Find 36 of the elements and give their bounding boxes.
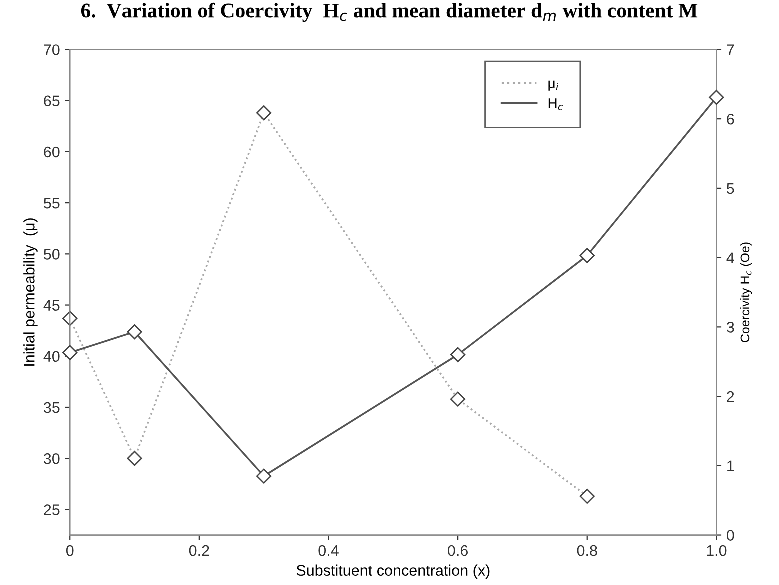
y-tick-label: 30 bbox=[44, 453, 60, 464]
point bbox=[127, 324, 142, 340]
y-tick-label: 60 bbox=[44, 146, 60, 158]
y2-tick-label: 6 bbox=[727, 114, 734, 125]
chart-title: 6. Variation of Coercivity H$_{c}$ and mean diameter d$_{m}$ with content M bbox=[81, 2, 698, 22]
point bbox=[709, 90, 724, 106]
y2-tick-label: 3 bbox=[726, 322, 734, 333]
y-axis-title: Initial permeability (μ) bbox=[24, 218, 38, 366]
y2-tick-label: 4 bbox=[726, 252, 734, 264]
legend-label: μ$_{i}$ bbox=[548, 80, 559, 91]
y2-tick-label: 2 bbox=[727, 391, 734, 402]
y-tick-label: 50 bbox=[44, 249, 60, 260]
y-tick-label: 55 bbox=[44, 198, 60, 209]
x-axis-title: Substituent concentration (x) bbox=[296, 564, 490, 580]
y-tick-label: 40 bbox=[44, 351, 60, 362]
x-tick-label: 0.2 bbox=[189, 545, 210, 556]
x-tick-label: 0.6 bbox=[448, 545, 468, 556]
x-tick-label: 0.4 bbox=[318, 545, 339, 556]
y-tick-label: 70 bbox=[44, 44, 60, 56]
x-tick-label: 0 bbox=[66, 545, 74, 556]
y2-tick-label: 1 bbox=[728, 460, 734, 472]
y-tick-label: 35 bbox=[44, 402, 60, 414]
y-tick-label: 25 bbox=[44, 504, 60, 516]
y-tick-label: 45 bbox=[44, 300, 60, 311]
y2-tick-label: 7 bbox=[727, 44, 734, 56]
y-tick-label: 65 bbox=[44, 96, 60, 107]
x-tick-label: 1.0 bbox=[707, 545, 727, 556]
point bbox=[580, 248, 595, 264]
legend-label: H$_{c}$ bbox=[548, 98, 564, 111]
point bbox=[450, 347, 466, 362]
point bbox=[62, 345, 78, 360]
y2-tick-label: 0 bbox=[727, 530, 734, 541]
x-tick-label: 0.8 bbox=[577, 545, 598, 556]
y2-axis-title: Coercivity H$_{c}$ (Oe) bbox=[740, 242, 752, 342]
point bbox=[256, 468, 272, 484]
y2-tick-label: 5 bbox=[727, 183, 734, 194]
